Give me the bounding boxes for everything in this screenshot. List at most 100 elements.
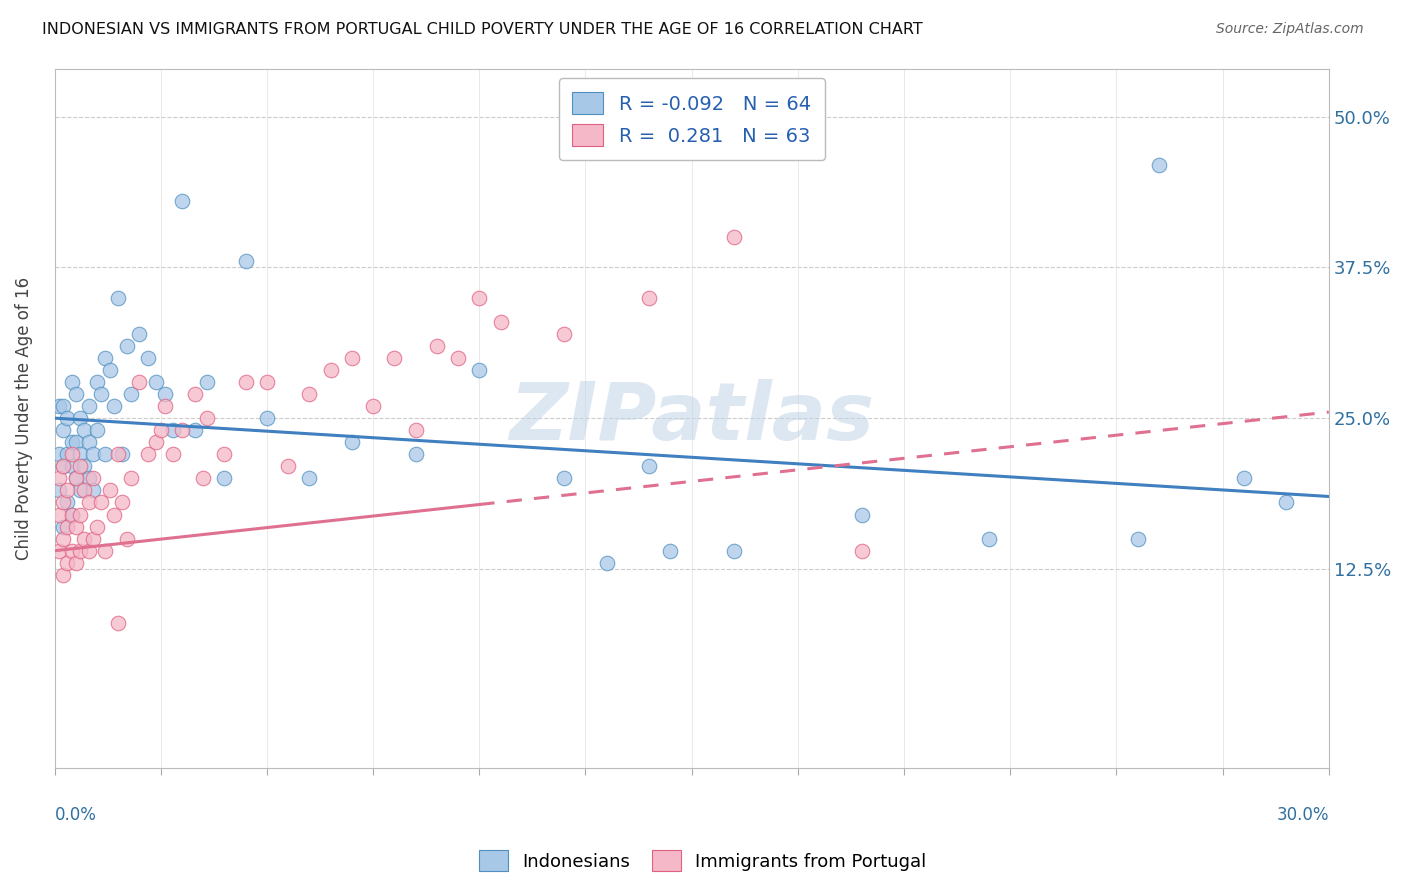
Point [77,471,100,485]
Point [1147,158,1170,172]
Point [111,447,134,461]
Point [128,326,150,341]
Point [77,495,100,509]
Point [56,556,79,570]
Point [193,471,215,485]
Point [103,399,125,413]
Point [638,459,661,474]
Point [48,483,70,498]
Point [149,423,172,437]
Point [107,447,129,461]
Point [115,339,138,353]
Point [170,423,193,437]
Point [405,447,427,461]
Point [162,423,184,437]
Point [60,459,83,474]
Point [256,375,278,389]
Point [52,399,75,413]
Point [136,351,159,365]
Point [103,508,125,522]
Y-axis label: Child Poverty Under the Age of 16: Child Poverty Under the Age of 16 [15,277,32,559]
Point [69,447,91,461]
Point [52,567,75,582]
Point [69,483,91,498]
Point [115,532,138,546]
Point [659,543,682,558]
Point [77,399,100,413]
Point [553,326,575,341]
Point [52,459,75,474]
Point [86,519,108,533]
Point [60,508,83,522]
Point [153,387,176,401]
Point [1126,532,1149,546]
Point [56,519,79,533]
Point [145,435,167,450]
Point [82,483,104,498]
Point [90,495,112,509]
Point [120,387,142,401]
Legend: Indonesians, Immigrants from Portugal: Indonesians, Immigrants from Portugal [472,843,934,879]
Point [73,483,96,498]
Point [120,471,142,485]
Point [48,471,70,485]
Text: Source: ZipAtlas.com: Source: ZipAtlas.com [1216,22,1364,37]
Point [69,411,91,425]
Point [977,532,1000,546]
Point [235,254,257,268]
Point [638,291,661,305]
Point [73,423,96,437]
Point [48,399,70,413]
Point [340,435,363,450]
Point [1233,471,1256,485]
Point [82,532,104,546]
Point [153,399,176,413]
Point [107,615,129,630]
Text: INDONESIAN VS IMMIGRANTS FROM PORTUGAL CHILD POVERTY UNDER THE AGE OF 16 CORRELA: INDONESIAN VS IMMIGRANTS FROM PORTUGAL C… [42,22,922,37]
Point [723,543,745,558]
Point [60,435,83,450]
Point [298,471,321,485]
Point [277,459,299,474]
Point [65,519,87,533]
Point [65,435,87,450]
Point [56,411,79,425]
Point [197,411,219,425]
Point [183,423,205,437]
Point [48,508,70,522]
Point [214,447,236,461]
Point [56,447,79,461]
Point [382,351,405,365]
Point [468,363,491,377]
Point [1275,495,1298,509]
Point [56,483,79,498]
Point [52,495,75,509]
Point [111,495,134,509]
Point [94,351,117,365]
Point [94,543,117,558]
Point [52,519,75,533]
Point [426,339,449,353]
Point [136,447,159,461]
Point [107,291,129,305]
Point [48,543,70,558]
Point [86,375,108,389]
Point [723,230,745,244]
Point [361,399,384,413]
Point [98,483,121,498]
Point [77,435,100,450]
Text: ZIPatlas: ZIPatlas [509,379,875,457]
Point [256,411,278,425]
Point [94,447,117,461]
Point [340,351,363,365]
Point [489,315,512,329]
Point [851,508,873,522]
Point [65,556,87,570]
Point [69,508,91,522]
Point [65,387,87,401]
Point [553,471,575,485]
Point [82,447,104,461]
Point [468,291,491,305]
Point [90,387,112,401]
Point [319,363,342,377]
